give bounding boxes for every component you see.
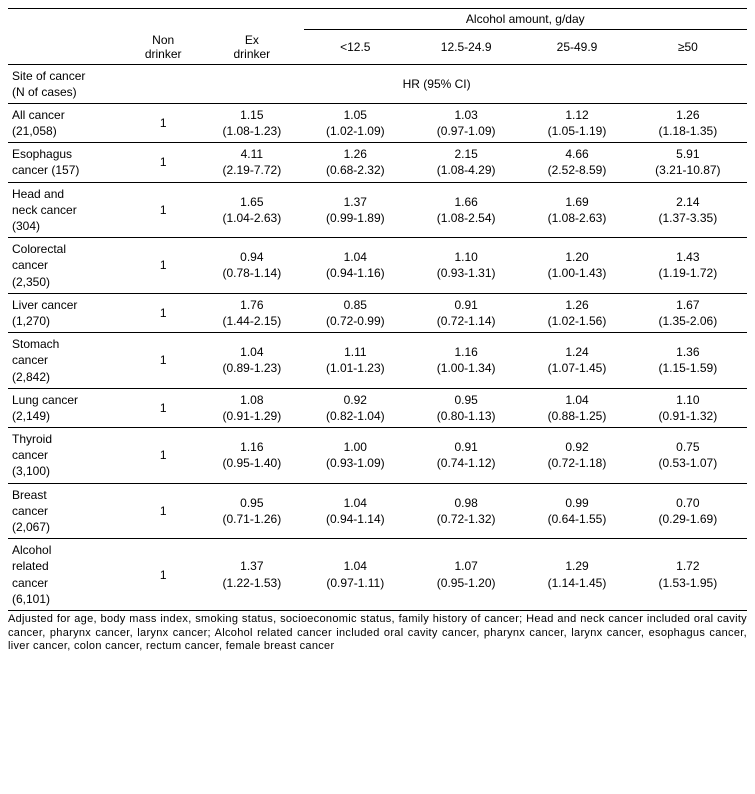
value-cell: 1.03(0.97-1.09): [407, 103, 525, 142]
value-cell: 1.72(1.53-1.95): [629, 539, 747, 611]
value-cell: 1.20(1.00-1.43): [525, 238, 628, 294]
site-cell: Esophaguscancer (157): [8, 143, 126, 182]
value-cell: 2.14(1.37-3.35): [629, 182, 747, 238]
value-cell: 1.04(0.97-1.11): [304, 539, 407, 611]
header-alcohol-amount: Alcohol amount, g/day: [304, 9, 747, 30]
value-cell: 1.26(1.02-1.56): [525, 293, 628, 332]
header-ex-drinker: Exdrinker: [200, 30, 303, 65]
non-drinker-cell: 1: [126, 428, 200, 484]
value-cell: 5.91(3.21-10.87): [629, 143, 747, 182]
non-drinker-cell: 1: [126, 483, 200, 539]
header-non-drinker: Nondrinker: [126, 30, 200, 65]
value-cell: 1.15(1.08-1.23): [200, 103, 303, 142]
value-cell: 1.12(1.05-1.19): [525, 103, 628, 142]
header-c4: ≥50: [629, 30, 747, 65]
value-cell: 1.08(0.91-1.29): [200, 388, 303, 427]
non-drinker-cell: 1: [126, 143, 200, 182]
value-cell: 0.95(0.71-1.26): [200, 483, 303, 539]
value-cell: 0.91(0.74-1.12): [407, 428, 525, 484]
site-cell: Colorectalcancer(2,350): [8, 238, 126, 294]
value-cell: 1.05(1.02-1.09): [304, 103, 407, 142]
non-drinker-cell: 1: [126, 238, 200, 294]
value-cell: 1.37(0.99-1.89): [304, 182, 407, 238]
value-cell: 4.11(2.19-7.72): [200, 143, 303, 182]
value-cell: 1.66(1.08-2.54): [407, 182, 525, 238]
header-c1: <12.5: [304, 30, 407, 65]
value-cell: 1.16(1.00-1.34): [407, 333, 525, 389]
value-cell: 1.10(0.93-1.31): [407, 238, 525, 294]
value-cell: 0.92(0.72-1.18): [525, 428, 628, 484]
non-drinker-cell: 1: [126, 388, 200, 427]
value-cell: 0.70(0.29-1.69): [629, 483, 747, 539]
value-cell: 2.15(1.08-4.29): [407, 143, 525, 182]
footnote: Adjusted for age, body mass index, smoki…: [8, 611, 747, 654]
non-drinker-cell: 1: [126, 293, 200, 332]
value-cell: 1.69(1.08-2.63): [525, 182, 628, 238]
value-cell: 1.26(0.68-2.32): [304, 143, 407, 182]
site-cell: All cancer(21,058): [8, 103, 126, 142]
table-body: All cancer(21,058)11.15(1.08-1.23)1.05(1…: [8, 103, 747, 610]
value-cell: 1.65(1.04-2.63): [200, 182, 303, 238]
value-cell: 0.85(0.72-0.99): [304, 293, 407, 332]
value-cell: 1.29(1.14-1.45): [525, 539, 628, 611]
value-cell: 1.04(0.88-1.25): [525, 388, 628, 427]
value-cell: 1.36(1.15-1.59): [629, 333, 747, 389]
non-drinker-cell: 1: [126, 103, 200, 142]
value-cell: 1.16(0.95-1.40): [200, 428, 303, 484]
value-cell: 1.10(0.91-1.32): [629, 388, 747, 427]
non-drinker-cell: 1: [126, 539, 200, 611]
value-cell: 1.04(0.94-1.14): [304, 483, 407, 539]
value-cell: 0.75(0.53-1.07): [629, 428, 747, 484]
site-cell: Liver cancer(1,270): [8, 293, 126, 332]
value-cell: 0.94(0.78-1.14): [200, 238, 303, 294]
value-cell: 1.26(1.18-1.35): [629, 103, 747, 142]
value-cell: 1.43(1.19-1.72): [629, 238, 747, 294]
value-cell: 0.99(0.64-1.55): [525, 483, 628, 539]
value-cell: 0.92(0.82-1.04): [304, 388, 407, 427]
value-cell: 1.37(1.22-1.53): [200, 539, 303, 611]
value-cell: 1.07(0.95-1.20): [407, 539, 525, 611]
header-c3: 25-49.9: [525, 30, 628, 65]
value-cell: 0.98(0.72-1.32): [407, 483, 525, 539]
non-drinker-cell: 1: [126, 182, 200, 238]
site-cell: Alcoholrelatedcancer(6,101): [8, 539, 126, 611]
value-cell: 0.95(0.80-1.13): [407, 388, 525, 427]
site-cell: Lung cancer(2,149): [8, 388, 126, 427]
hr-table: Alcohol amount, g/day Nondrinker Exdrink…: [8, 8, 747, 611]
value-cell: 1.11(1.01-1.23): [304, 333, 407, 389]
non-drinker-cell: 1: [126, 333, 200, 389]
value-cell: 0.91(0.72-1.14): [407, 293, 525, 332]
site-cell: Stomachcancer(2,842): [8, 333, 126, 389]
value-cell: 1.00(0.93-1.09): [304, 428, 407, 484]
header-hr-ci: HR (95% CI): [126, 64, 747, 103]
site-cell: Head andneck cancer(304): [8, 182, 126, 238]
value-cell: 1.76(1.44-2.15): [200, 293, 303, 332]
table-head: Alcohol amount, g/day Nondrinker Exdrink…: [8, 9, 747, 104]
value-cell: 4.66(2.52-8.59): [525, 143, 628, 182]
site-cell: Thyroidcancer(3,100): [8, 428, 126, 484]
value-cell: 1.24(1.07-1.45): [525, 333, 628, 389]
header-c2: 12.5-24.9: [407, 30, 525, 65]
value-cell: 1.04(0.89-1.23): [200, 333, 303, 389]
value-cell: 1.04(0.94-1.16): [304, 238, 407, 294]
header-site: Site of cancer (N of cases): [8, 64, 126, 103]
value-cell: 1.67(1.35-2.06): [629, 293, 747, 332]
site-cell: Breastcancer(2,067): [8, 483, 126, 539]
